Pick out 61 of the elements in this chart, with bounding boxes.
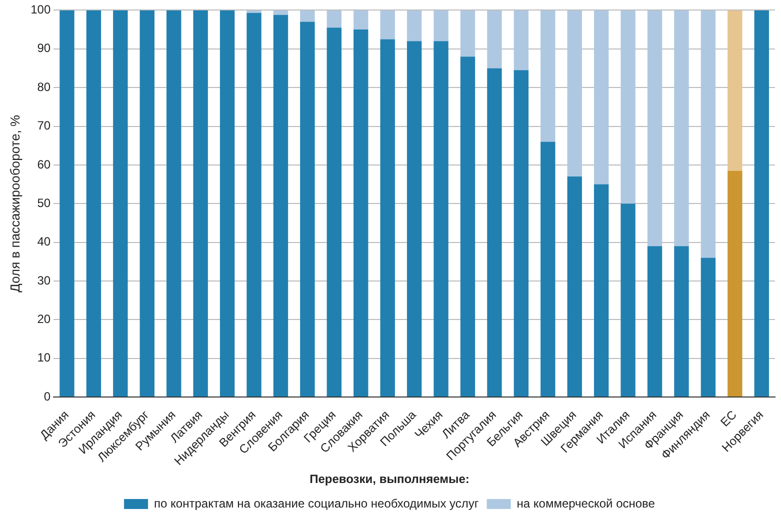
bar — [620, 204, 636, 397]
bar — [487, 68, 502, 397]
bar — [193, 10, 208, 397]
y-tick-label: 80 — [37, 80, 51, 94]
bar — [354, 30, 368, 397]
bar — [434, 41, 448, 397]
bar — [434, 10, 448, 42]
y-tick-label: 70 — [37, 118, 51, 133]
bar — [487, 10, 502, 68]
bar — [647, 10, 662, 246]
y-tick-label: 20 — [37, 312, 51, 326]
bar — [728, 10, 742, 171]
bar — [620, 10, 636, 204]
bar — [594, 184, 609, 397]
bar — [380, 10, 395, 40]
bar — [246, 10, 262, 13]
bar — [300, 22, 315, 397]
y-tick-label: 50 — [37, 196, 51, 210]
y-tick-label: 90 — [37, 41, 51, 56]
bar — [246, 12, 262, 397]
bar — [220, 10, 235, 397]
bar — [567, 10, 582, 177]
bar — [354, 10, 368, 30]
bar — [514, 70, 529, 397]
bar — [728, 170, 742, 397]
legend-label: по контрактам на оказание социально необходимых услуг — [154, 496, 480, 510]
bar — [300, 10, 315, 22]
bar — [647, 246, 662, 397]
bar — [273, 14, 288, 397]
bar — [540, 142, 556, 397]
legend-title: Перевозки, выполняемые: — [310, 472, 470, 486]
bar — [113, 10, 128, 397]
bar — [460, 56, 476, 397]
bar — [406, 41, 422, 397]
bar — [326, 28, 342, 397]
bar — [460, 10, 476, 57]
bar — [273, 10, 288, 15]
bar — [514, 10, 529, 70]
bar — [540, 10, 556, 142]
bar — [380, 39, 395, 397]
bar — [60, 10, 74, 397]
y-tick-label: 60 — [37, 157, 51, 172]
bar — [700, 10, 716, 258]
bar — [86, 10, 102, 397]
y-axis-title: Доля в пассажирообороте, % — [7, 114, 22, 292]
bar — [594, 10, 609, 184]
y-tick-label: 10 — [37, 350, 51, 365]
bar — [674, 246, 689, 397]
y-tick-label: 40 — [37, 234, 51, 249]
bar — [406, 10, 422, 42]
bar — [326, 10, 342, 28]
bar — [754, 10, 769, 397]
y-tick-label: 0 — [44, 389, 51, 404]
bar — [674, 10, 689, 246]
bar — [140, 10, 154, 397]
bar — [166, 10, 182, 397]
y-tick-label: 100 — [30, 2, 51, 17]
legend-label: на коммерческой основе — [516, 496, 656, 510]
y-tick-label: 30 — [37, 273, 51, 288]
bar — [567, 176, 582, 397]
bar — [700, 258, 716, 397]
